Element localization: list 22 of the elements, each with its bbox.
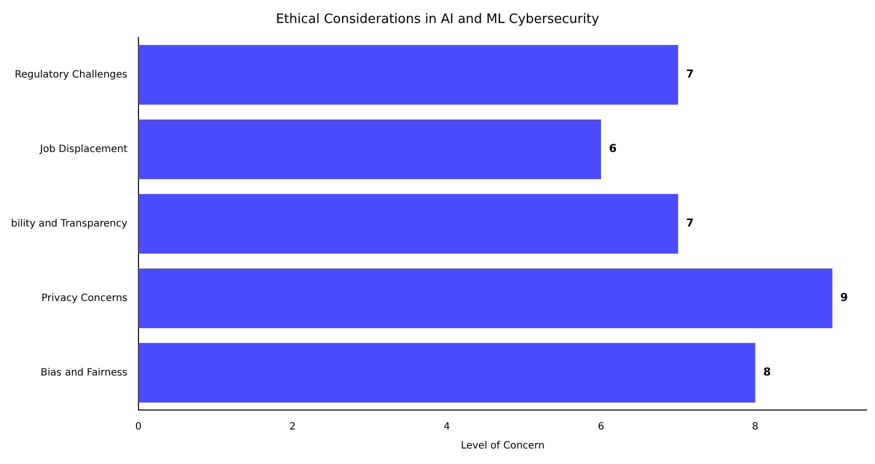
data-label: 8 — [763, 366, 771, 379]
y-tick-label: Job Displacement — [39, 144, 128, 155]
x-tick-label: 2 — [289, 422, 296, 433]
data-label: 9 — [840, 291, 848, 304]
x-tick-label: 6 — [598, 422, 604, 433]
bar — [138, 342, 756, 403]
x-axis-title: Level of Concern — [460, 440, 545, 452]
x-tick-label: 4 — [444, 422, 450, 433]
bar — [138, 120, 601, 180]
x-tick-label: 8 — [752, 422, 758, 433]
bar — [138, 45, 678, 105]
data-label: 7 — [686, 216, 694, 230]
y-tick-label: Bias and Fairness — [40, 367, 128, 378]
chart-title: Ethical Considerations in AI and ML Cybersecurity — [276, 12, 600, 28]
y-tick-label: Privacy Concerns — [41, 292, 128, 304]
data-label: 7 — [686, 68, 694, 81]
data-label: 6 — [609, 142, 617, 156]
bar — [138, 194, 678, 254]
x-tick-label: 0 — [135, 422, 142, 433]
bar — [138, 268, 832, 328]
y-tick-label: bility and Transparency — [10, 218, 128, 230]
y-tick-label: Regulatory Challenges — [14, 69, 128, 80]
